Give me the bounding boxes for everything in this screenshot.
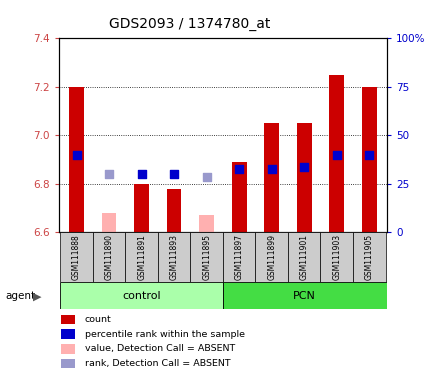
Bar <box>69 87 84 232</box>
Point <box>332 152 339 158</box>
Text: agent: agent <box>5 291 35 301</box>
Bar <box>264 123 278 232</box>
Point <box>203 174 210 180</box>
Text: GSM111897: GSM111897 <box>234 234 243 280</box>
Text: PCN: PCN <box>292 291 315 301</box>
Text: GSM111899: GSM111899 <box>266 234 276 280</box>
Text: rank, Detection Call = ABSENT: rank, Detection Call = ABSENT <box>85 359 230 368</box>
Text: GSM111891: GSM111891 <box>137 234 146 280</box>
Bar <box>329 75 343 232</box>
Text: GSM111905: GSM111905 <box>364 234 373 280</box>
Bar <box>287 232 320 282</box>
Bar <box>352 232 385 282</box>
Text: GSM111903: GSM111903 <box>332 234 340 280</box>
Bar <box>60 232 92 282</box>
Point <box>235 166 242 172</box>
Point <box>268 166 275 172</box>
Text: GDS2093 / 1374780_at: GDS2093 / 1374780_at <box>108 17 269 30</box>
Text: GSM111888: GSM111888 <box>72 234 81 280</box>
Bar <box>255 232 287 282</box>
Text: control: control <box>122 291 161 301</box>
Text: GSM111890: GSM111890 <box>105 234 113 280</box>
Bar <box>296 123 311 232</box>
Bar <box>199 215 214 232</box>
Bar <box>320 232 352 282</box>
Bar <box>125 232 158 282</box>
Bar <box>102 213 116 232</box>
Point <box>138 171 145 177</box>
Bar <box>190 232 223 282</box>
Text: GSM111901: GSM111901 <box>299 234 308 280</box>
Bar <box>231 162 246 232</box>
Text: count: count <box>85 315 111 324</box>
Point <box>170 171 177 177</box>
Text: GSM111895: GSM111895 <box>202 234 210 280</box>
Point <box>300 164 307 170</box>
Bar <box>167 189 181 232</box>
Point <box>105 171 112 177</box>
Point <box>365 152 372 158</box>
Text: value, Detection Call = ABSENT: value, Detection Call = ABSENT <box>85 344 234 353</box>
Bar <box>158 232 190 282</box>
Bar <box>223 282 386 309</box>
Bar <box>134 184 148 232</box>
Point <box>73 152 80 158</box>
Bar <box>223 232 255 282</box>
Bar <box>92 232 125 282</box>
Bar <box>361 87 376 232</box>
Bar <box>60 282 223 309</box>
Text: percentile rank within the sample: percentile rank within the sample <box>85 330 244 339</box>
Text: GSM111893: GSM111893 <box>169 234 178 280</box>
Text: ▶: ▶ <box>33 291 41 301</box>
